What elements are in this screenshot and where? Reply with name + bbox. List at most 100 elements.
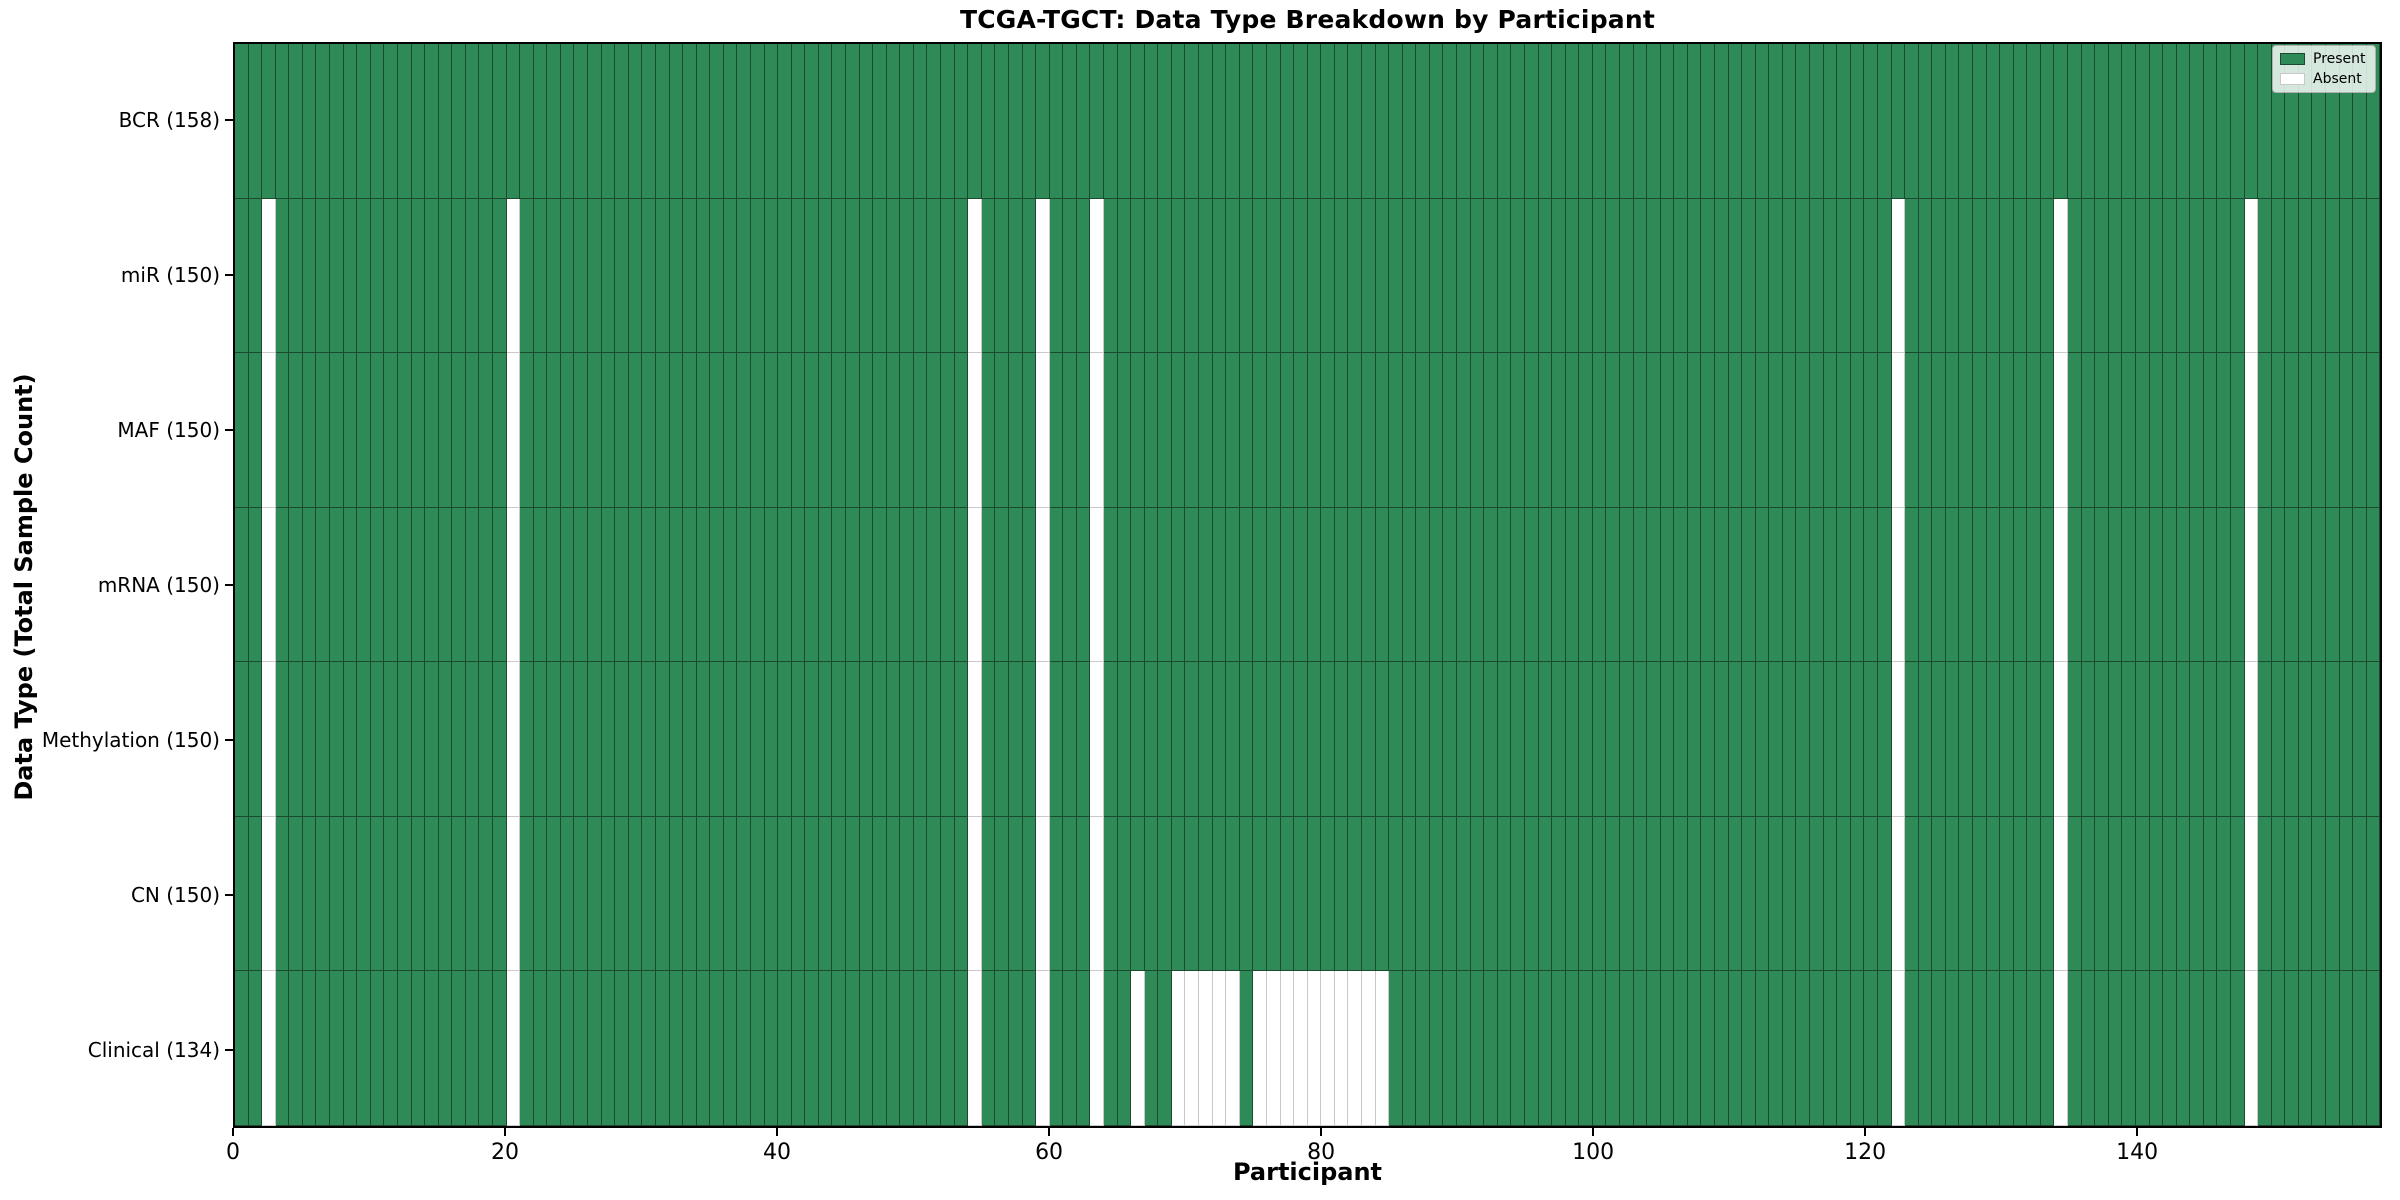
heatmap-cell <box>275 662 290 817</box>
heatmap-cell <box>1810 816 1824 972</box>
heatmap-cell <box>1484 662 1498 817</box>
heatmap-cell <box>302 662 317 817</box>
heatmap-cell <box>506 198 521 354</box>
heatmap-cell <box>2285 353 2299 508</box>
x-tick-label: 40 <box>763 1140 792 1165</box>
heatmap-cell <box>425 816 439 972</box>
heatmap-cell <box>1416 198 1430 354</box>
heatmap-cell <box>1823 507 1838 663</box>
heatmap-cell <box>330 971 344 1127</box>
heatmap-cell <box>1457 971 1471 1127</box>
heatmap-cell <box>1199 507 1213 663</box>
heatmap-cell <box>981 198 996 354</box>
heatmap-cell <box>248 971 263 1127</box>
heatmap-row-cn <box>235 816 2381 972</box>
heatmap-cell <box>1633 353 1648 508</box>
heatmap-cell <box>1144 816 1159 972</box>
heatmap-cell <box>1823 353 1838 508</box>
heatmap-cell <box>1905 44 1919 199</box>
heatmap-cell <box>2122 198 2136 354</box>
heatmap-cell <box>683 198 697 354</box>
heatmap-cell <box>750 662 765 817</box>
heatmap-cell <box>981 816 996 972</box>
heatmap-cell <box>1036 353 1050 508</box>
heatmap-cell <box>316 662 331 817</box>
heatmap-cell <box>411 971 426 1127</box>
heatmap-cell <box>2013 507 2028 663</box>
heatmap-cell <box>1253 971 1267 1127</box>
heatmap-cell <box>1361 507 1376 663</box>
heatmap-cell <box>1606 816 1620 972</box>
heatmap-row-clinical <box>235 971 2381 1127</box>
heatmap-cell <box>330 353 344 508</box>
heatmap-cell <box>1144 353 1159 508</box>
heatmap-cell <box>2312 971 2327 1127</box>
heatmap-cell <box>1687 971 1702 1127</box>
heatmap-cell <box>1918 662 1933 817</box>
heatmap-cell <box>832 198 847 354</box>
y-tick-mark <box>225 1049 233 1052</box>
heatmap-cell <box>1565 198 1580 354</box>
heatmap-cell <box>343 507 358 663</box>
heatmap-cell <box>1932 44 1946 199</box>
heatmap-cell <box>492 44 507 199</box>
heatmap-cell <box>1633 662 1648 817</box>
heatmap-cell <box>1769 353 1783 508</box>
heatmap-cell <box>465 44 480 199</box>
heatmap-cell <box>1579 971 1593 1127</box>
heatmap-cell <box>1158 971 1172 1127</box>
heatmap-cell <box>900 816 914 972</box>
heatmap-cell <box>723 971 738 1127</box>
heatmap-cell <box>832 662 847 817</box>
heatmap-cell <box>438 353 453 508</box>
heatmap-cell <box>397 971 412 1127</box>
heatmap-cell <box>1443 662 1458 817</box>
heatmap-cell <box>1294 507 1308 663</box>
y-tick-label: MAF (150) <box>117 417 220 442</box>
heatmap-cell <box>1239 198 1254 354</box>
heatmap-cell <box>1524 662 1539 817</box>
heatmap-cell <box>289 971 303 1127</box>
heatmap-cell <box>1986 198 2001 354</box>
heatmap-cell <box>316 971 331 1127</box>
heatmap-cell <box>506 662 521 817</box>
heatmap-cell <box>696 816 711 972</box>
heatmap-cell <box>1307 353 1322 508</box>
heatmap-cell <box>1742 44 1756 199</box>
heatmap-cell <box>1036 971 1050 1127</box>
heatmap-cell <box>1796 353 1811 508</box>
heatmap-cell <box>669 198 684 354</box>
heatmap-cell <box>2217 198 2231 354</box>
heatmap-cell <box>2244 816 2259 972</box>
heatmap-cell <box>1592 662 1607 817</box>
heatmap-cell <box>2149 971 2164 1127</box>
heatmap-cell <box>1837 662 1851 817</box>
heatmap-cell <box>1361 971 1376 1127</box>
heatmap-cell <box>1647 507 1661 663</box>
heatmap-cell <box>669 353 684 508</box>
heatmap-cell <box>1660 507 1675 663</box>
heatmap-cell <box>1253 816 1267 972</box>
heatmap-cell <box>533 353 548 508</box>
heatmap-cell <box>873 507 887 663</box>
heatmap-row-mrna <box>235 507 2381 663</box>
heatmap-cell <box>1484 816 1498 972</box>
heatmap-cell <box>411 353 426 508</box>
heatmap-cell <box>2190 198 2204 354</box>
heatmap-cell <box>1226 198 1240 354</box>
heatmap-cell <box>384 44 398 199</box>
heatmap-cell <box>2027 816 2041 972</box>
heatmap-cell <box>981 662 996 817</box>
heatmap-cell <box>2108 507 2123 663</box>
heatmap-cell <box>2081 971 2096 1127</box>
heatmap-cell <box>927 662 942 817</box>
heatmap-cell <box>1443 971 1458 1127</box>
heatmap-cell <box>1063 662 1077 817</box>
heatmap-cell <box>1470 44 1485 199</box>
heatmap-cell <box>846 353 860 508</box>
heatmap-cell <box>1253 353 1267 508</box>
heatmap-cell <box>235 507 249 663</box>
heatmap-cell <box>941 44 955 199</box>
heatmap-cell <box>1443 353 1458 508</box>
heatmap-cell <box>574 971 589 1127</box>
